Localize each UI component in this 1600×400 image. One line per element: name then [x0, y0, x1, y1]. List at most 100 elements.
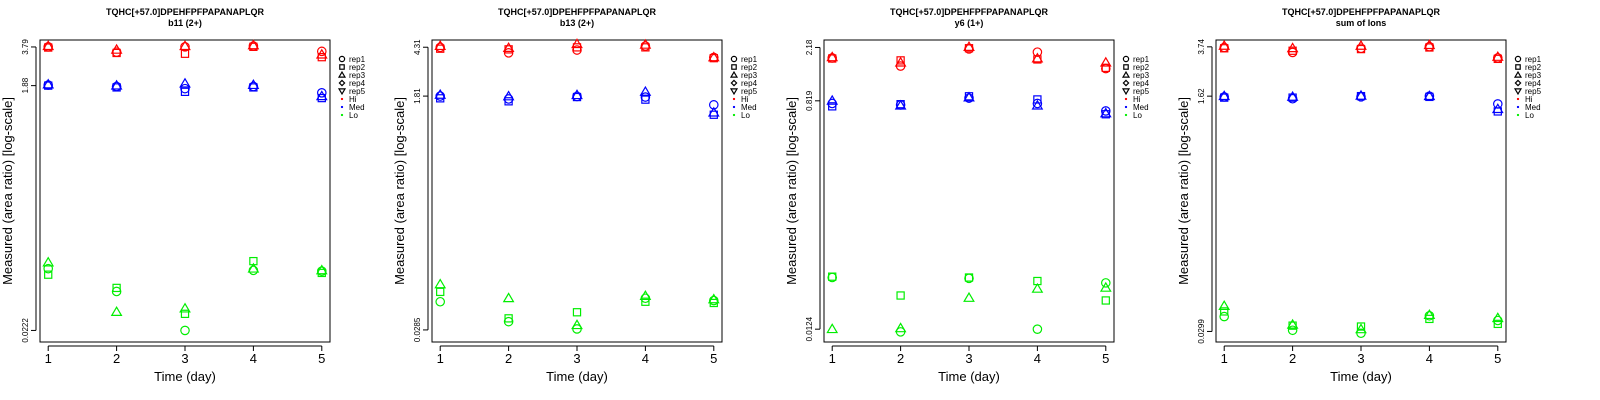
chart-subtitle: b13 (2+) — [560, 18, 594, 28]
x-tick-label: 2 — [113, 351, 120, 366]
legend-label: rep5 — [1133, 87, 1150, 96]
data-point-med-rep2 — [504, 97, 513, 106]
data-point-med-rep3 — [1031, 99, 1044, 110]
data-point-med-rep3 — [1099, 107, 1112, 118]
y-axis-label: Measured (area ratio) [log-scale] — [0, 97, 15, 285]
data-points — [1218, 39, 1504, 339]
legend-label: Lo — [1133, 111, 1142, 120]
legend-marker-lo — [732, 113, 736, 117]
data-point-med-rep3 — [894, 99, 907, 110]
data-point-med-rep3 — [639, 85, 652, 96]
data-point-med-rep3 — [110, 79, 123, 90]
data-point-med-rep3 — [1286, 90, 1299, 101]
x-axis-label: Time (day) — [154, 369, 216, 384]
data-point-hi-rep3 — [1218, 39, 1231, 50]
legend-label: rep2 — [1133, 63, 1150, 72]
x-axis-label: Time (day) — [938, 369, 1000, 384]
data-point-lo-rep3 — [247, 262, 260, 273]
y-tick-label: 0.0285 — [413, 317, 422, 342]
data-point-hi-rep1 — [180, 42, 190, 52]
data-point-lo-rep1 — [1424, 310, 1435, 321]
data-point-hi-rep3 — [315, 48, 328, 59]
data-point-lo-rep1 — [1219, 311, 1230, 322]
data-point-lo-rep1 — [248, 265, 259, 276]
data-point-lo-rep2 — [896, 291, 905, 300]
legend-label: rep3 — [741, 71, 758, 80]
data-point-hi-rep3 — [1099, 56, 1112, 67]
data-point-hi-rep3 — [707, 51, 720, 62]
plot-frame — [823, 39, 1115, 343]
legend-label: rep4 — [741, 79, 758, 88]
legend-marker-rep5 — [729, 88, 739, 96]
legend-label: Med — [1133, 103, 1149, 112]
legend-marker-rep4 — [1514, 79, 1522, 87]
data-point-lo-rep2 — [1493, 319, 1502, 329]
data-point-hi-rep3 — [434, 40, 447, 51]
data-point-hi-rep3 — [639, 38, 652, 49]
y-tick-label: 0.0124 — [805, 316, 814, 341]
data-point-med-rep3 — [434, 88, 447, 99]
x-tick-label: 1 — [1221, 351, 1228, 366]
data-point-lo-rep1 — [316, 266, 327, 276]
data-point-lo-rep3 — [1099, 281, 1112, 292]
legend-label: rep3 — [1133, 71, 1150, 80]
legend-marker-rep4 — [730, 79, 738, 87]
data-point-hi-rep3 — [571, 38, 583, 49]
data-point-med-rep1 — [1100, 106, 1111, 116]
legend-marker-hi — [1516, 97, 1520, 101]
data-point-lo-rep3 — [315, 264, 328, 275]
data-point-med-rep3 — [42, 78, 55, 89]
data-point-lo-rep3 — [1423, 309, 1436, 320]
plot-frame — [431, 39, 723, 343]
x-tick-label: 3 — [965, 351, 972, 366]
x-tick-label: 5 — [1494, 351, 1501, 366]
y-tick-label: 2.18 — [805, 39, 814, 55]
chart-title: TQHC[+57.0]DPEHFPFPAPANAPLQR — [890, 7, 1048, 17]
x-tick-label: 1 — [437, 351, 444, 366]
x-tick-label: 2 — [1289, 351, 1296, 366]
legend-label: rep5 — [741, 87, 758, 96]
data-point-hi-rep2 — [1288, 46, 1297, 55]
data-point-hi-rep3 — [179, 40, 191, 51]
x-tick-label: 4 — [250, 351, 257, 366]
x-tick-label: 4 — [642, 351, 649, 366]
data-point-hi-rep3 — [502, 42, 515, 52]
data-point-med-rep3 — [963, 91, 975, 102]
data-point-hi-rep1 — [1032, 47, 1043, 57]
x-tick-label: 2 — [505, 351, 512, 366]
data-point-med-rep3 — [1355, 89, 1367, 100]
x-tick-label: 5 — [710, 351, 717, 366]
chart-title: TQHC[+57.0]DPEHFPFPAPANAPLQR — [106, 7, 264, 17]
data-point-med-rep3 — [826, 94, 839, 105]
data-point-med-rep1 — [1032, 98, 1043, 109]
data-point-lo-rep2 — [112, 283, 121, 293]
data-point-lo-rep1 — [1287, 325, 1298, 336]
legend-marker-med — [1516, 105, 1520, 109]
legend-label: Lo — [741, 111, 750, 120]
data-point-lo-rep3 — [1355, 323, 1367, 334]
x-axis-label: Time (day) — [546, 369, 608, 384]
legend-label: rep3 — [349, 71, 366, 80]
data-points — [826, 40, 1112, 337]
legend-marker-med — [1124, 105, 1128, 109]
legend-marker-rep1 — [1514, 55, 1522, 63]
legend-label: rep4 — [1133, 79, 1150, 88]
data-point-lo-rep2 — [964, 273, 974, 282]
legend-marker-rep2 — [731, 64, 737, 70]
data-point-lo-rep3 — [894, 322, 907, 333]
legend-label: rep4 — [349, 79, 366, 88]
data-point-hi-rep2 — [1101, 63, 1110, 73]
data-point-lo-rep1 — [503, 316, 514, 327]
data-point-hi-rep1 — [503, 48, 514, 58]
x-axis-label: Time (day) — [1330, 369, 1392, 384]
legend-label: Lo — [349, 111, 358, 120]
legend-marker-lo — [1516, 113, 1520, 117]
legend-label: rep1 — [1525, 55, 1542, 64]
chart-title: TQHC[+57.0]DPEHFPFPAPANAPLQR — [1282, 7, 1440, 17]
legend-marker-rep2 — [339, 64, 345, 70]
legend-marker-rep2 — [1515, 64, 1521, 70]
legend-label: Hi — [741, 95, 749, 104]
